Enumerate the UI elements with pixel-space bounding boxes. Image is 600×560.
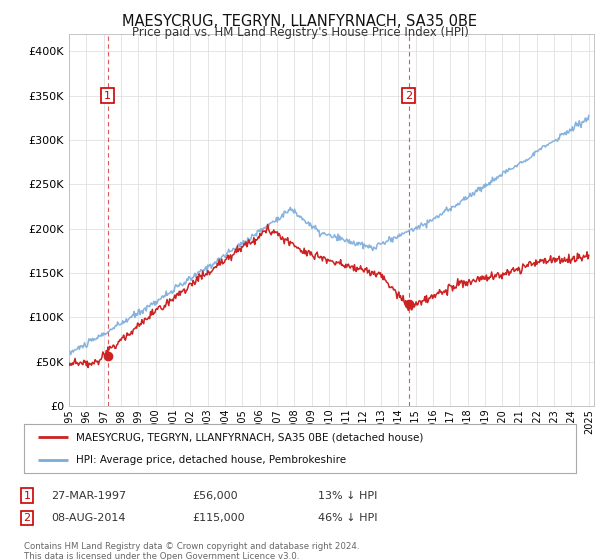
- Text: 2: 2: [405, 91, 412, 101]
- Text: 13% ↓ HPI: 13% ↓ HPI: [318, 491, 377, 501]
- Text: Contains HM Land Registry data © Crown copyright and database right 2024.
This d: Contains HM Land Registry data © Crown c…: [24, 542, 359, 560]
- Text: 1: 1: [104, 91, 111, 101]
- Text: HPI: Average price, detached house, Pembrokeshire: HPI: Average price, detached house, Pemb…: [76, 455, 347, 465]
- Text: £115,000: £115,000: [192, 513, 245, 523]
- Text: MAESYCRUG, TEGRYN, LLANFYRNACH, SA35 0BE: MAESYCRUG, TEGRYN, LLANFYRNACH, SA35 0BE: [122, 14, 478, 29]
- Text: £56,000: £56,000: [192, 491, 238, 501]
- Text: 2: 2: [23, 513, 31, 523]
- Text: 27-MAR-1997: 27-MAR-1997: [51, 491, 126, 501]
- Text: 1: 1: [23, 491, 31, 501]
- Text: MAESYCRUG, TEGRYN, LLANFYRNACH, SA35 0BE (detached house): MAESYCRUG, TEGRYN, LLANFYRNACH, SA35 0BE…: [76, 432, 424, 442]
- Text: 46% ↓ HPI: 46% ↓ HPI: [318, 513, 377, 523]
- Text: Price paid vs. HM Land Registry's House Price Index (HPI): Price paid vs. HM Land Registry's House …: [131, 26, 469, 39]
- Text: 08-AUG-2014: 08-AUG-2014: [51, 513, 125, 523]
